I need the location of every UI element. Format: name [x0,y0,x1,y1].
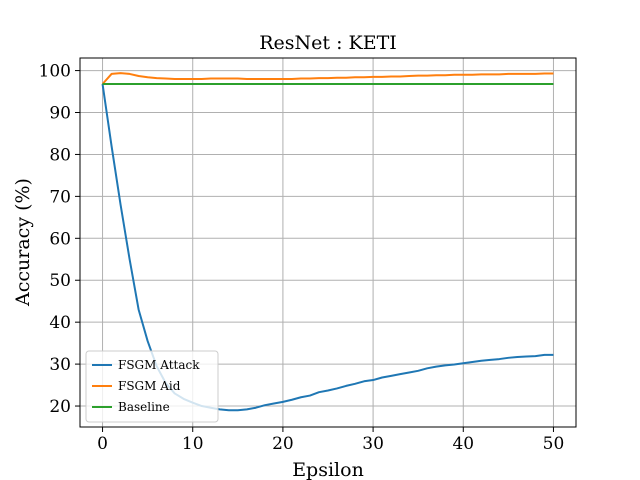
x-tick-label: 10 [182,434,204,454]
y-tick-label: 100 [39,62,71,82]
y-axis-label: Accuracy (%) [12,178,34,307]
legend-label-fsgm-aid: FSGM Aid [118,379,181,393]
y-tick-label: 60 [49,229,71,249]
y-tick-label: 20 [49,397,71,417]
y-axis: 20 30 40 50 60 70 80 90 100 [39,62,80,417]
x-axis: 0 10 20 30 40 50 [97,427,564,454]
grid [80,58,576,427]
x-tick-label: 40 [452,434,474,454]
x-axis-label: Epsilon [292,459,364,480]
y-tick-label: 70 [49,187,71,207]
y-tick-label: 90 [49,104,71,124]
y-tick-label: 80 [49,145,71,165]
y-tick-label: 30 [49,355,71,375]
legend: FSGM Attack FSGM Aid Baseline [85,350,219,423]
y-tick-label: 50 [49,271,71,291]
legend-box [85,350,219,423]
legend-label-baseline: Baseline [118,400,170,414]
plot-frame [79,57,577,428]
chart-title: ResNet : KETI [259,32,397,54]
x-tick-label: 50 [543,434,565,454]
x-tick-label: 30 [362,434,384,454]
x-tick-label: 20 [272,434,294,454]
series-line-fsgm-aid [101,72,554,85]
x-tick-label: 0 [97,434,108,454]
legend-label-fsgm-attack: FSGM Attack [118,358,200,372]
y-tick-label: 40 [49,313,71,333]
